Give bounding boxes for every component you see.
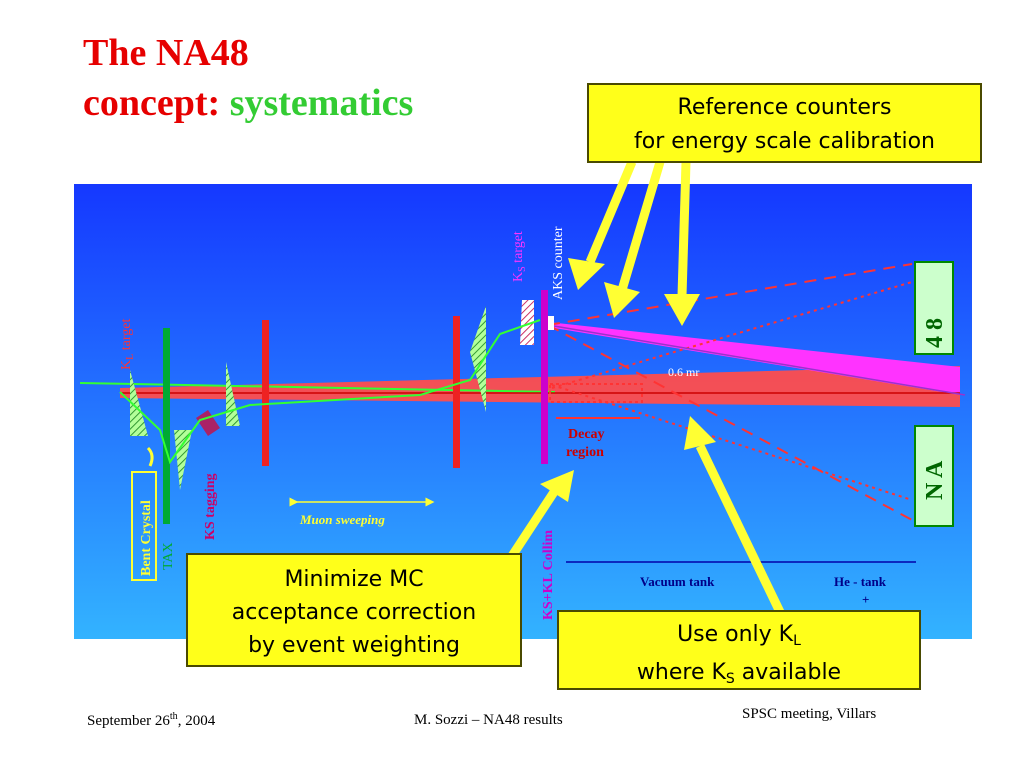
magnet-4 xyxy=(470,306,486,412)
kl-beam xyxy=(120,366,960,407)
arrow-ref-3-head xyxy=(664,294,700,326)
title-systematics: systematics xyxy=(229,82,414,124)
minimize-mc-callout: Minimize MC acceptance correction by eve… xyxy=(186,553,522,667)
arrow-kl xyxy=(695,444,785,614)
arrow-ref-2 xyxy=(617,160,665,292)
decay-cone-lower xyxy=(547,324,913,521)
na48-upper-detector xyxy=(914,261,954,355)
decay-region-label-1: Decay xyxy=(568,427,605,442)
ks-kl-collimator-label: KS+KL Collim xyxy=(541,530,556,620)
tax-label: TAX xyxy=(161,542,176,570)
proton-path xyxy=(119,319,541,465)
tagging-station xyxy=(196,410,220,436)
magnet-2 xyxy=(174,430,192,490)
decay-region-box xyxy=(549,383,643,403)
minimize-callout-line-1: Minimize MC xyxy=(284,567,424,592)
ks-target-label: KS target xyxy=(511,231,528,282)
na48-top-label: 4 8 xyxy=(922,318,948,348)
bent-crystal xyxy=(146,446,154,467)
vacuum-tank-label: Vacuum tank xyxy=(640,574,715,589)
angle-label: 0.6 mr xyxy=(668,365,699,379)
reference-callout-line-1: Reference counters xyxy=(677,95,892,120)
muon-sweeping-label: Muon sweeping xyxy=(299,512,385,527)
bent-crystal-box xyxy=(131,471,157,581)
footer-meeting: SPSC meeting, Villars xyxy=(742,706,877,722)
he-tank-label: He - tank xyxy=(834,574,887,589)
arrow-ref-1-head xyxy=(568,258,605,290)
title-concept: concept: xyxy=(83,82,230,124)
arrow-kl-head xyxy=(684,416,716,450)
tax-absorber xyxy=(163,328,170,524)
arrow-ref-3 xyxy=(677,161,691,297)
he-tank-plus: + xyxy=(862,592,869,607)
na48-lower-detector xyxy=(914,425,954,527)
kl-callout-line-2: where KS available xyxy=(636,660,842,687)
collimator-2 xyxy=(453,316,460,468)
bent-crystal-label: Bent Crystal xyxy=(139,500,154,576)
ks-kl-collimator xyxy=(541,290,548,464)
decay-region-label-2: region xyxy=(566,445,604,460)
title-line-1: The NA48 xyxy=(83,32,249,74)
arrow-mc-head xyxy=(540,470,574,502)
arrow-ref-1 xyxy=(585,160,637,264)
arrow-ref-2-head xyxy=(604,282,640,318)
callout-arrows xyxy=(508,160,785,614)
ks-target-block xyxy=(520,300,534,345)
use-only-kl-callout: Use only KL where KS available xyxy=(557,610,921,690)
magnet-1 xyxy=(130,370,148,436)
ks-tagging-label: KS tagging xyxy=(203,473,218,540)
kl-target-label: KL target xyxy=(119,319,136,370)
collimator-1 xyxy=(262,320,269,466)
kl-beam-axis xyxy=(79,382,556,393)
footer-author: M. Sozzi – NA48 results xyxy=(414,712,563,728)
slide-title: The NA48 concept: systematics xyxy=(83,28,413,128)
reference-counters-callout: Reference counters for energy scale cali… xyxy=(587,83,982,163)
reference-callout-line-2: for energy scale calibration xyxy=(633,129,935,154)
minimize-callout-line-2: acceptance correction xyxy=(231,600,477,625)
footer-date: September 26th, 2004 xyxy=(87,711,216,729)
kl-callout-line-1: Use only KL xyxy=(677,622,801,649)
arrow-mc xyxy=(508,489,558,559)
decay-cone-upper xyxy=(547,263,913,326)
title-line-2: concept: systematics xyxy=(83,78,413,128)
ks-axis xyxy=(547,324,966,396)
aks-counter xyxy=(548,316,554,330)
minimize-callout-line-3: by event weighting xyxy=(248,633,460,658)
na48-bottom-label: N A xyxy=(922,460,948,500)
aks-counter-label: AKS counter xyxy=(551,226,566,300)
